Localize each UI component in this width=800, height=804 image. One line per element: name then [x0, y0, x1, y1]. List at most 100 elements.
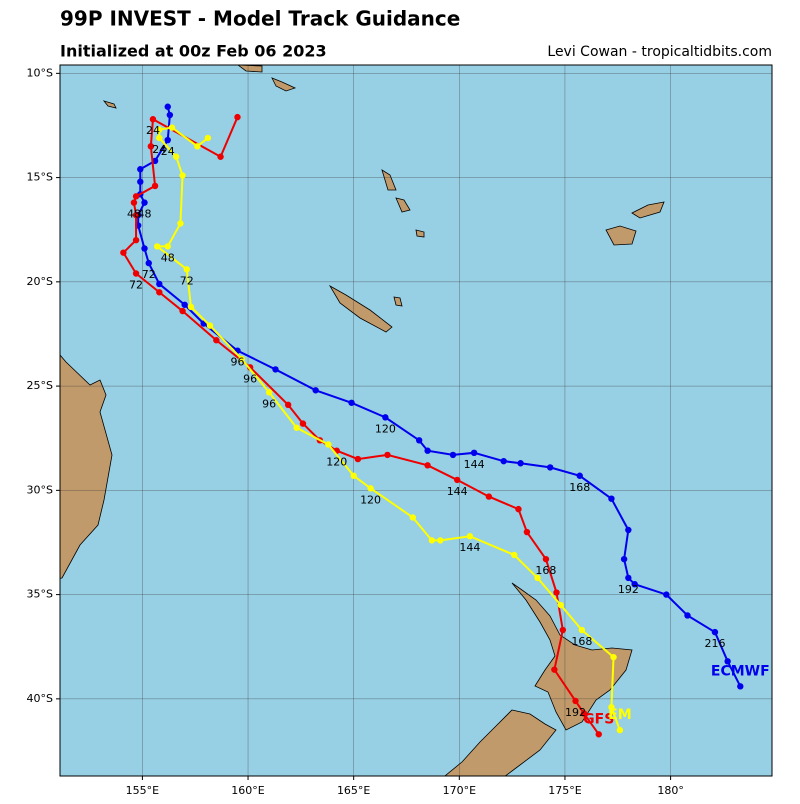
south-island [444, 709, 557, 776]
x-tick-label: 155°E [126, 784, 159, 797]
track-point [578, 626, 586, 634]
island [237, 65, 263, 73]
track-point [179, 172, 186, 179]
hour-label: 144 [459, 541, 480, 554]
track-point [206, 322, 214, 329]
track-point [204, 134, 212, 142]
track-point [551, 666, 558, 673]
track-name: GFS [583, 711, 614, 727]
labels-layer: 155°E 160°E 165°E 170°E 175°E 180° 10°S 15°S 20°… [27, 66, 770, 797]
y-tick-label: 30°S [27, 483, 53, 496]
track-point [164, 103, 171, 110]
hour-label: 24 [161, 145, 175, 158]
track-point [132, 270, 140, 277]
track-point [299, 420, 307, 427]
track-point [449, 451, 457, 459]
track-point [684, 612, 691, 619]
hour-label: 120 [375, 422, 396, 435]
track-point [511, 551, 518, 559]
y-tick-label: 40°S [27, 692, 53, 705]
track-point [137, 178, 144, 185]
track-point [485, 493, 493, 500]
track-point [534, 574, 541, 582]
track-point [272, 366, 279, 373]
track-point [284, 401, 292, 409]
track-point [608, 703, 615, 711]
track-point [265, 389, 273, 396]
track-point [145, 259, 152, 267]
track-point [542, 555, 550, 563]
track-point [559, 626, 567, 634]
hour-label: 96 [262, 397, 276, 410]
x-tick-label: 160°E [231, 784, 264, 797]
track-point [173, 153, 180, 160]
hour-label: 48 [138, 208, 152, 221]
track-point [424, 447, 431, 454]
x-tick-label: 175°E [548, 784, 581, 797]
track-point [181, 301, 188, 308]
australia [60, 354, 113, 579]
track-point [325, 441, 332, 448]
track-point [415, 437, 423, 444]
track-point [572, 697, 579, 705]
hour-label: 48 [161, 251, 175, 264]
track-point [130, 199, 138, 206]
track-line [154, 126, 621, 731]
island [415, 229, 425, 238]
hour-label: 72 [142, 268, 156, 281]
track-point [166, 111, 174, 119]
track-point [312, 387, 319, 394]
track-point [625, 574, 632, 582]
track-point [293, 424, 300, 431]
track-point [711, 628, 719, 636]
track-point [132, 193, 140, 200]
track-name: ECMWF [711, 663, 770, 679]
track-point [500, 457, 507, 465]
track-point [194, 143, 201, 150]
track-point [164, 136, 171, 144]
hour-label: 120 [360, 493, 381, 506]
hour-label: 120 [326, 456, 347, 469]
track-name: EM [608, 707, 632, 723]
track-point [608, 495, 615, 502]
track-point [553, 589, 560, 596]
hour-label: 168 [569, 481, 590, 494]
track-point [616, 726, 624, 734]
hour-label: 72 [129, 279, 143, 292]
vanuatu [381, 169, 397, 191]
y-tick-label: 20°S [27, 275, 53, 288]
track-point [177, 220, 184, 227]
track-point [367, 485, 374, 492]
track-point [179, 307, 186, 315]
track-point [580, 710, 588, 717]
fiji-north [631, 201, 665, 219]
track-point [354, 455, 362, 463]
hour-label: 216 [704, 637, 725, 650]
island [393, 296, 403, 307]
track-point [557, 601, 564, 609]
x-tick-label: 170°E [443, 784, 476, 797]
track-point [147, 143, 155, 150]
track-point [470, 449, 478, 457]
track-point [625, 526, 632, 534]
track-point [350, 472, 357, 479]
hour-label: 96 [243, 372, 257, 385]
hour-label: 144 [464, 458, 485, 471]
track-point [348, 399, 355, 406]
hour-label: 72 [180, 274, 194, 287]
track-point [595, 731, 602, 738]
hour-label: 168 [535, 564, 556, 577]
track-point [120, 249, 127, 256]
track-point [132, 211, 140, 219]
frame [59, 64, 773, 777]
hour-label: 48 [127, 208, 141, 221]
track-point [238, 355, 245, 363]
island [271, 77, 297, 92]
y-tick-label: 35°S [27, 588, 53, 601]
hour-label: 24 [146, 124, 160, 137]
track-point [428, 537, 436, 544]
island [102, 100, 117, 109]
track-point [663, 591, 670, 598]
track-point [217, 153, 224, 160]
